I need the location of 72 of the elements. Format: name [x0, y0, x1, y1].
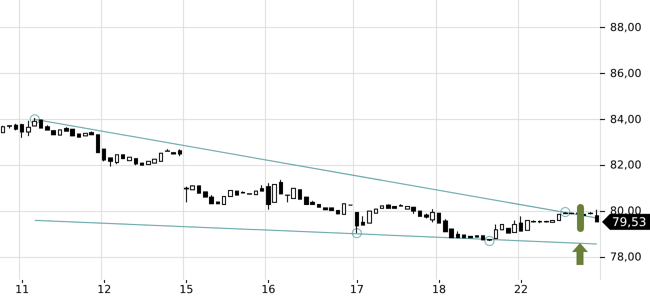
candlestick [14, 123, 18, 131]
candlestick [481, 234, 485, 240]
x-tick-label: 22 [514, 283, 528, 296]
candlestick [355, 212, 359, 234]
candlestick [399, 204, 403, 207]
x-tick-label: 17 [350, 283, 364, 296]
candlestick [1, 125, 5, 134]
candlestick [595, 209, 599, 222]
candlestick [462, 234, 466, 238]
point [560, 207, 570, 218]
candlestick [178, 148, 182, 157]
candlestick [165, 148, 170, 152]
candlestick [127, 156, 132, 162]
candlestick [494, 224, 498, 240]
candlestick [7, 124, 12, 130]
candlestick [336, 210, 340, 214]
candlestick [32, 117, 37, 127]
point [352, 228, 362, 238]
candlestick [134, 158, 138, 166]
y-tick-label: 82,00 [610, 158, 642, 172]
candlestick [241, 190, 245, 194]
candlestick [557, 214, 561, 222]
candlestick [197, 185, 201, 194]
candlestick [500, 224, 504, 230]
x-tick-label: 18 [432, 283, 446, 296]
candlestick [538, 220, 542, 224]
text: 79,53 [612, 214, 646, 229]
y-tick-label: 86,00 [610, 66, 642, 80]
candlestick [77, 133, 81, 138]
candlestick [380, 205, 384, 210]
candlestick [121, 154, 125, 160]
candlestick [418, 210, 422, 217]
x-tick-label: 12 [97, 283, 112, 296]
candlestick [298, 189, 302, 200]
candlestick [260, 184, 264, 192]
candlestick [228, 190, 233, 198]
candlestick [456, 230, 460, 238]
x-tick-label: 11 [15, 283, 30, 296]
candlestick [140, 162, 144, 166]
candlestick [254, 190, 258, 196]
point [484, 236, 494, 246]
candlestick [361, 216, 365, 226]
candlestick [159, 152, 163, 162]
candlestick [96, 134, 100, 154]
candlestick [216, 201, 220, 204]
y-tick-label: 88,00 [610, 21, 642, 34]
candlestick [475, 234, 479, 238]
x-tick-label: 15 [179, 283, 194, 296]
candlestick [374, 208, 378, 214]
candlestick [367, 210, 372, 224]
candlestick [58, 128, 62, 136]
candlestick [468, 236, 473, 238]
candlestick [20, 123, 24, 138]
candlestick [39, 118, 43, 129]
candlestick [108, 157, 113, 168]
candlestick [26, 120, 31, 137]
candlestick [437, 212, 441, 224]
x-tick-label: 16 [261, 283, 276, 296]
point [30, 114, 40, 124]
candlestick [235, 190, 239, 196]
candlestick [487, 238, 492, 242]
y-tick-label: 78,00 [610, 250, 642, 264]
candlestick [342, 203, 346, 216]
y-tick-label: 84,00 [610, 112, 642, 126]
candlestick [588, 212, 593, 215]
candlestick [102, 148, 106, 162]
candlestick [279, 179, 283, 194]
candlestick [222, 196, 226, 206]
candlestick [317, 204, 321, 208]
candlestick [519, 216, 523, 232]
candlestick [115, 154, 119, 165]
candlestick [171, 152, 176, 154]
